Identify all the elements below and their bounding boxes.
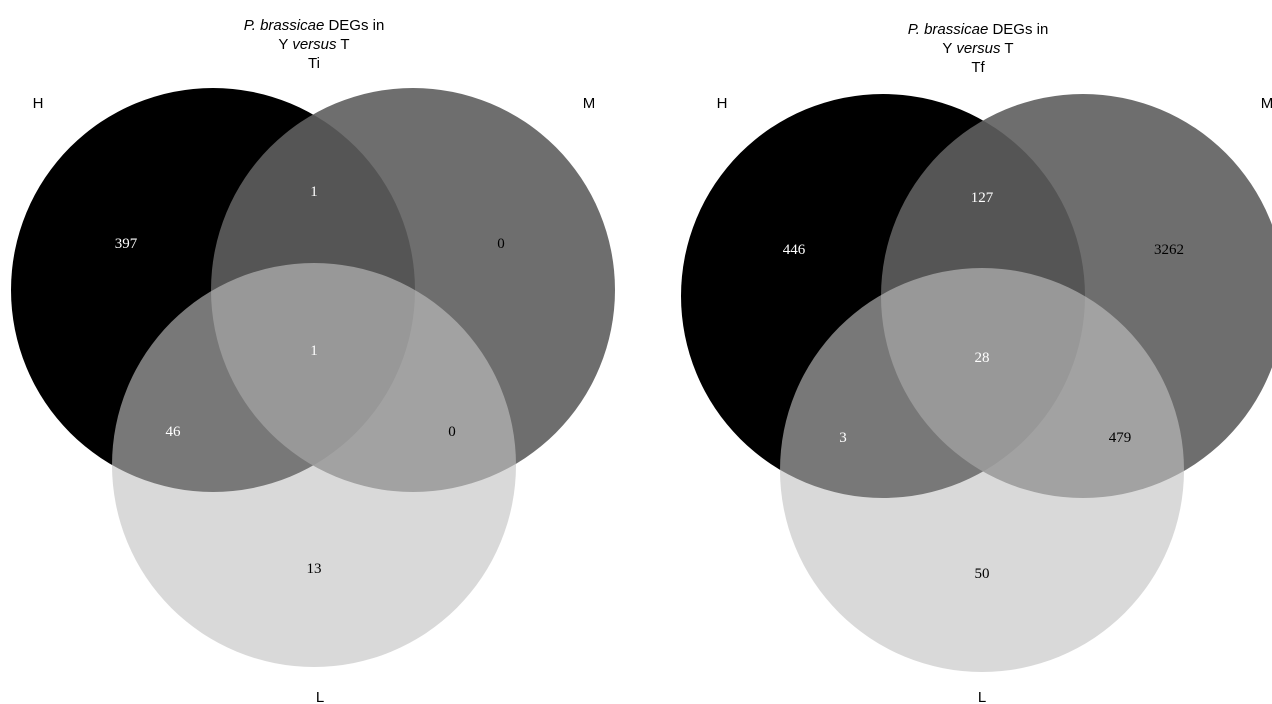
- diagram-title-line2: Y versus T: [278, 36, 349, 53]
- set-l-circle: [780, 268, 1184, 672]
- diagram-title-line3: Tf: [971, 59, 985, 76]
- set-l-circle: [112, 263, 516, 667]
- venn-diagram-ti: P. brassicae DEGs in Y versus T Ti H M L…: [11, 17, 615, 704]
- count-m-only: 0: [497, 236, 505, 252]
- count-h-m-l: 1: [310, 343, 318, 359]
- count-h-m: 1: [310, 184, 318, 200]
- count-h-m-l: 28: [975, 350, 990, 366]
- count-m-only: 3262: [1154, 242, 1184, 258]
- set-h-label: H: [717, 95, 728, 112]
- count-l-only: 50: [975, 566, 990, 582]
- count-m-l: 0: [448, 424, 456, 440]
- set-l-label: L: [316, 689, 324, 704]
- diagram-title-line2: Y versus T: [942, 40, 1013, 57]
- count-h-l: 3: [839, 430, 847, 446]
- diagram-title-line3: Ti: [308, 55, 320, 72]
- diagram-title-line1: P. brassicae DEGs in: [244, 17, 385, 34]
- count-h-only: 397: [115, 236, 138, 252]
- count-h-only: 446: [783, 242, 806, 258]
- venn-diagram-tf: P. brassicae DEGs in Y versus T Tf H M L…: [681, 21, 1272, 704]
- count-l-only: 13: [307, 561, 322, 577]
- set-m-label: M: [583, 95, 596, 112]
- count-h-m: 127: [971, 190, 994, 206]
- set-m-label: M: [1261, 95, 1272, 112]
- set-l-label: L: [978, 689, 986, 704]
- diagram-title-line1: P. brassicae DEGs in: [908, 21, 1049, 38]
- count-h-l: 46: [166, 424, 182, 440]
- set-h-label: H: [33, 95, 44, 112]
- count-m-l: 479: [1109, 430, 1132, 446]
